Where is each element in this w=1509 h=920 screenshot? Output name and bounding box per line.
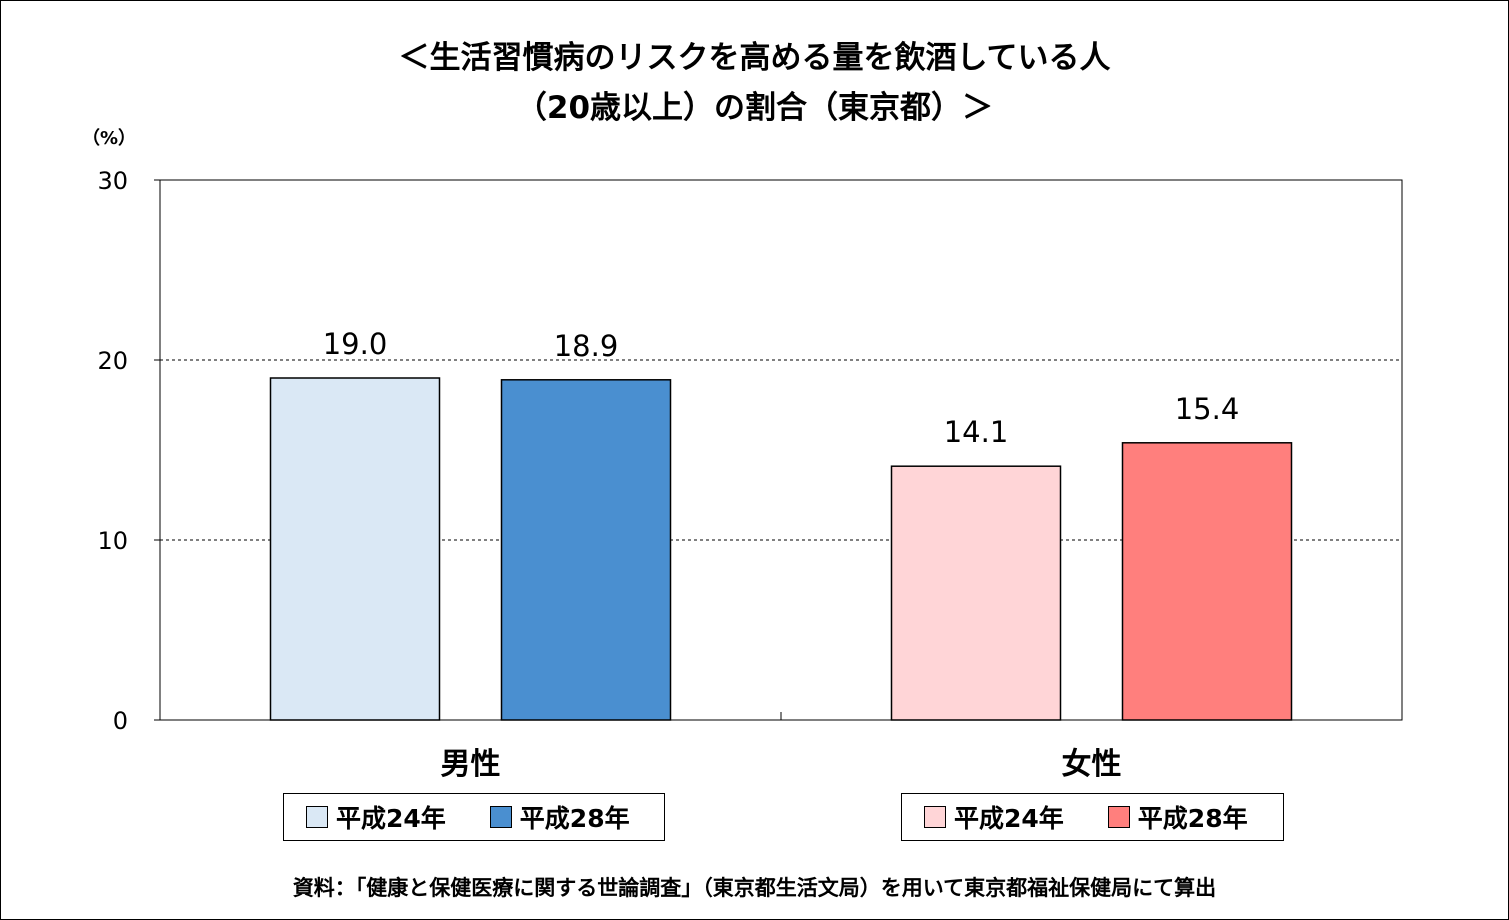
legend-swatch: [489, 806, 512, 828]
legend-label: 平成24年: [336, 804, 446, 833]
legend-swatch: [306, 806, 328, 828]
data-label: 14.1: [944, 415, 1009, 449]
legend-item: 平成24年: [306, 799, 446, 835]
legend-swatch: [924, 806, 946, 828]
y-tick-label: 20: [97, 347, 128, 375]
x-category-label: 女性: [1062, 747, 1122, 782]
bar: [269, 377, 441, 721]
data-label: 15.4: [1175, 392, 1240, 426]
legend-female: 平成24年 平成28年: [901, 793, 1284, 841]
source-note: 資料：「健康と保健医療に関する世論調査」（東京都生活文局）を用いて東京都福祉保健…: [292, 876, 1217, 900]
chart-title-line2: （20歳以上）の割合（東京都）＞: [515, 90, 994, 126]
legend-item: 平成24年: [924, 799, 1064, 835]
bar: [1121, 442, 1293, 721]
bar: [500, 379, 672, 721]
bar: [890, 465, 1062, 721]
chart-title-line1: ＜生活習慣病のリスクを高める量を飲酒している人: [398, 40, 1111, 76]
y-tick-label: 10: [97, 527, 128, 555]
y-tick-label: 30: [97, 167, 128, 195]
legend-item: 平成28年: [1107, 799, 1248, 835]
data-label: 19.0: [323, 327, 388, 361]
legend-male: 平成24年 平成28年: [283, 793, 665, 841]
x-category-label: 男性: [441, 747, 501, 782]
legend-label: 平成24年: [954, 804, 1064, 833]
y-tick-label: 0: [113, 707, 128, 735]
legend-label: 平成28年: [519, 804, 630, 833]
y-axis-unit: （%）: [82, 128, 137, 149]
legend-item: 平成28年: [489, 799, 630, 835]
legend-swatch: [1107, 806, 1130, 828]
legend-label: 平成28年: [1137, 804, 1248, 833]
data-label: 18.9: [554, 329, 619, 363]
